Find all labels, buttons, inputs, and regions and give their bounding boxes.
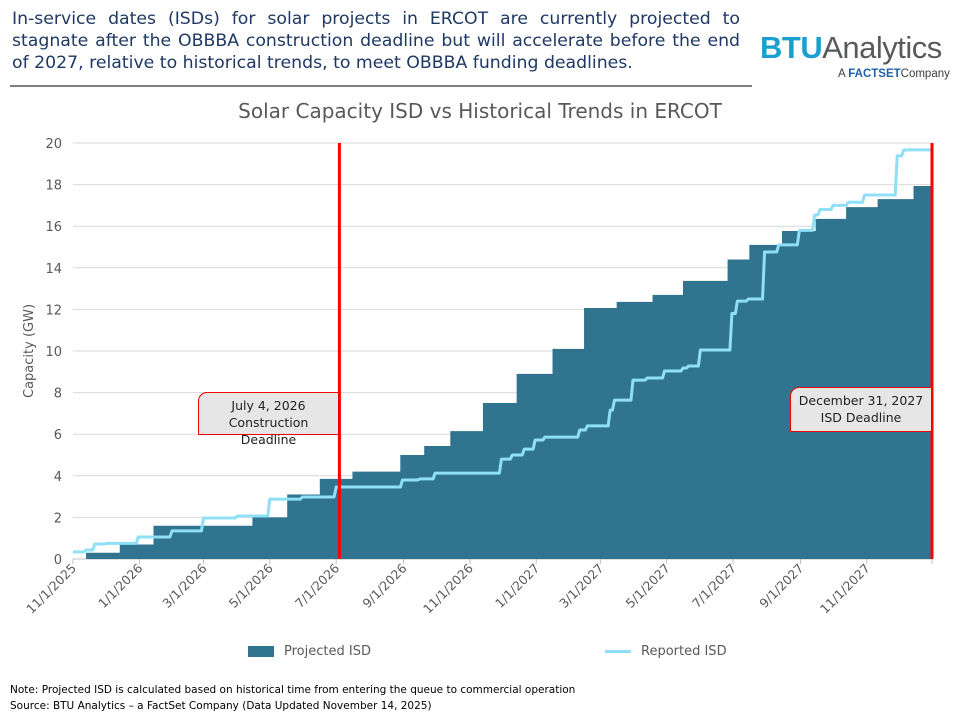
reported-isd-line-path xyxy=(73,148,932,554)
deadline-lines xyxy=(337,143,934,559)
x-tick-label: 7/1/2026 xyxy=(292,560,342,610)
y-tick-label: 0 xyxy=(54,553,62,568)
x-tick-label: 3/1/2026 xyxy=(159,560,209,610)
x-tick-label: 11/1/2027 xyxy=(817,561,873,617)
projected-isd-area-shape xyxy=(86,186,933,559)
annotation-label: Construction Deadline xyxy=(228,415,309,447)
construction-deadline-annotation: July 4, 2026 Construction Deadline xyxy=(198,392,339,447)
x-tick-label: 7/1/2027 xyxy=(689,561,739,611)
projected-swatch-icon xyxy=(248,646,274,657)
logo-tagline-a: A xyxy=(838,68,846,80)
legend-label: Reported ISD xyxy=(641,644,727,659)
isd-deadline-annotation: December 31, 2027 ISD Deadline xyxy=(790,387,932,432)
legend-item-projected: Projected ISD xyxy=(248,644,371,659)
x-tick-label: 11/1/2025 xyxy=(23,561,79,617)
y-tick-label: 4 xyxy=(54,470,62,485)
logo-brand: BTU xyxy=(760,30,823,65)
chart-title: Solar Capacity ISD vs Historical Trends … xyxy=(238,99,722,123)
annotation-date: December 31, 2027 xyxy=(798,393,924,408)
y-tick-label: 2 xyxy=(54,511,62,526)
y-tick-label: 18 xyxy=(45,179,62,194)
y-tick-label: 6 xyxy=(54,428,62,443)
x-tick-label: 3/1/2027 xyxy=(556,561,606,611)
x-tick-label: 9/1/2027 xyxy=(756,561,806,611)
annotation-date: July 4, 2026 xyxy=(231,398,306,413)
headline: In-service dates (ISDs) for solar projec… xyxy=(12,9,740,73)
reported-isd-line xyxy=(73,148,932,554)
x-tick-label: 11/1/2026 xyxy=(420,560,476,616)
y-tick-label: 20 xyxy=(45,137,62,152)
x-tick-label: 5/1/2026 xyxy=(226,560,276,610)
logo-company: Company xyxy=(900,68,950,80)
x-tick-label: 1/1/2026 xyxy=(95,560,145,610)
y-tick-label: 12 xyxy=(45,303,62,318)
y-tick-label: 14 xyxy=(45,262,62,277)
y-axis-ticks: 0 2 4 6 8 10 12 14 16 18 20 xyxy=(45,137,62,568)
note-text: Note: Projected ISD is calculated based … xyxy=(10,684,576,696)
y-tick-label: 10 xyxy=(45,345,62,360)
legend-label: Projected ISD xyxy=(284,644,371,659)
projected-isd-area xyxy=(86,186,933,559)
header-divider xyxy=(10,85,752,87)
x-axis-ticks: 11/1/2025 1/1/2026 3/1/2026 5/1/2026 7/1/202… xyxy=(23,559,933,617)
logo-factset: FACTSET xyxy=(848,68,901,80)
x-tick-label: 1/1/2027 xyxy=(492,561,542,611)
annotation-label: ISD Deadline xyxy=(820,410,902,425)
reported-swatch-icon xyxy=(605,650,631,653)
y-tick-label: 8 xyxy=(54,387,62,402)
footnotes: Note: Projected ISD is calculated based … xyxy=(10,682,575,714)
x-tick-label: 5/1/2027 xyxy=(623,561,673,611)
logo-brand2: Analytics xyxy=(822,30,942,65)
btu-analytics-logo: BTUAnalytics A FACTSETCompany xyxy=(760,30,950,80)
y-axis-label: Capacity (GW) xyxy=(22,304,37,398)
legend-item-reported: Reported ISD xyxy=(605,644,727,659)
x-tick-label: 9/1/2026 xyxy=(359,560,409,610)
y-tick-label: 16 xyxy=(45,220,62,235)
source-text: Source: BTU Analytics – a FactSet Compan… xyxy=(10,700,432,712)
